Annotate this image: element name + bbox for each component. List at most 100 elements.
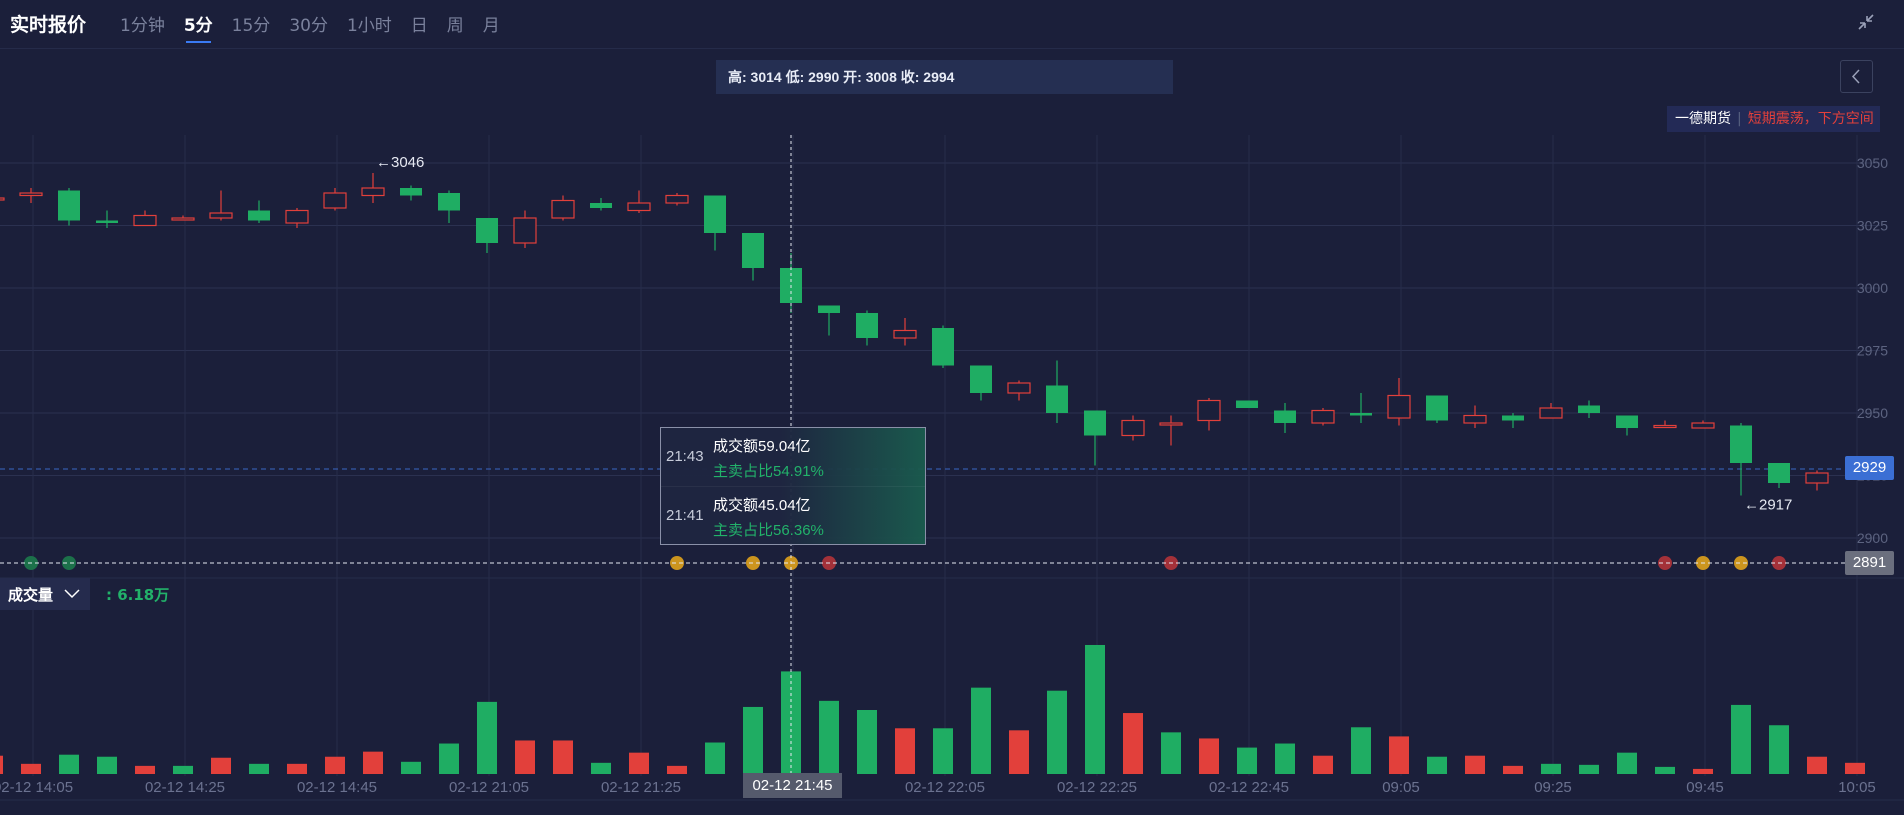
tooltip-amount: 成交额45.04亿 bbox=[713, 497, 811, 514]
tab-period[interactable]: 1小时 bbox=[346, 16, 392, 36]
candle-body bbox=[551, 199, 575, 219]
tab-period[interactable]: 日 bbox=[410, 16, 428, 36]
price-tick-label: 2900 bbox=[1857, 530, 1888, 546]
volume-indicator-select[interactable]: 成交量 bbox=[0, 578, 90, 610]
ticker-text: 短期震荡，下方空间 bbox=[1747, 111, 1874, 127]
candle-body bbox=[704, 195, 726, 233]
candle-body bbox=[96, 220, 118, 223]
candle-body bbox=[1311, 409, 1335, 424]
volume-bar bbox=[705, 742, 725, 774]
tab-period[interactable]: 月 bbox=[482, 16, 500, 36]
candle-body bbox=[400, 188, 422, 196]
time-tick-label: 02-12 22:25 bbox=[1057, 779, 1137, 796]
fullscreen-exit-icon[interactable] bbox=[1856, 12, 1876, 32]
current-price-badge: 2929 bbox=[1845, 456, 1894, 480]
candle-body bbox=[1197, 399, 1221, 422]
candle-body bbox=[856, 313, 878, 338]
volume-bar bbox=[1541, 763, 1561, 774]
trade-tooltip: 21:43 成交额59.04亿 主卖占比54.91% 21:41 成交额45.0… bbox=[660, 427, 926, 545]
volume-bar bbox=[1351, 727, 1371, 774]
tab-period[interactable]: 15分 bbox=[231, 16, 271, 36]
volume-bar bbox=[553, 740, 573, 774]
chevron-left-icon bbox=[1851, 69, 1860, 84]
candle-body bbox=[665, 194, 689, 204]
candle-body bbox=[1426, 395, 1448, 421]
price-annotation: ←2917 bbox=[1744, 497, 1792, 514]
volume-bar bbox=[59, 754, 79, 774]
volume-bar bbox=[819, 700, 839, 774]
collapse-panel-button[interactable] bbox=[1840, 60, 1873, 93]
price-annotation: ←3046 bbox=[376, 154, 424, 171]
candle-body bbox=[1007, 382, 1031, 394]
volume-bar bbox=[325, 756, 345, 774]
candle-body bbox=[1274, 410, 1296, 423]
volume-bar bbox=[667, 765, 687, 774]
volume-bar bbox=[477, 701, 497, 774]
volume-bar bbox=[857, 710, 877, 774]
tab-period[interactable]: 1分钟 bbox=[120, 16, 165, 36]
volume-bar bbox=[591, 762, 611, 774]
volume-bar bbox=[401, 761, 421, 774]
tab-period[interactable]: 30分 bbox=[289, 16, 328, 36]
candle-body bbox=[1539, 407, 1563, 419]
volume-bar bbox=[1047, 690, 1067, 774]
event-marker-icon bbox=[1734, 556, 1748, 570]
candle-body bbox=[970, 365, 992, 393]
tab-period[interactable]: 周 bbox=[446, 16, 464, 36]
volume-bar bbox=[1655, 766, 1675, 774]
volume-bar bbox=[97, 756, 117, 774]
volume-value: : 6.18万 bbox=[106, 586, 170, 604]
candle-body bbox=[323, 192, 347, 209]
candle-body bbox=[1502, 415, 1524, 421]
volume-bar bbox=[1693, 768, 1713, 774]
volume-bar bbox=[363, 751, 383, 774]
time-tick-label: 02-12 14:45 bbox=[297, 779, 377, 796]
volume-bar bbox=[1579, 764, 1599, 774]
candle-body bbox=[361, 187, 385, 197]
time-tick-label: 10:05 bbox=[1838, 779, 1876, 796]
candle-body bbox=[1805, 472, 1829, 484]
candle-body bbox=[285, 209, 309, 224]
volume-bar bbox=[0, 755, 3, 774]
tooltip-row: 21:41 成交额45.04亿 主卖占比56.36% bbox=[661, 486, 925, 545]
tooltip-amount: 成交额59.04亿 bbox=[713, 438, 811, 455]
candle-body bbox=[1730, 425, 1752, 463]
volume-bar bbox=[1427, 756, 1447, 774]
volume-bar bbox=[971, 687, 991, 774]
volume-bar bbox=[211, 757, 231, 774]
candle-body bbox=[1768, 463, 1790, 483]
volume-bar bbox=[515, 740, 535, 774]
volume-bar bbox=[895, 728, 915, 774]
candle-body bbox=[248, 210, 270, 221]
candle-body bbox=[932, 328, 954, 366]
tooltip-time: 21:41 bbox=[666, 507, 704, 524]
time-tick-label: 02-12 14:25 bbox=[145, 779, 225, 796]
candle-body bbox=[1578, 405, 1600, 413]
news-ticker[interactable]: 一德期货 | 短期震荡，下方空间 bbox=[1667, 106, 1880, 132]
candle-body bbox=[742, 233, 764, 268]
crosshair-price-badge: 2891 bbox=[1845, 551, 1894, 575]
volume-bar bbox=[1389, 736, 1409, 774]
candle-body bbox=[1159, 422, 1183, 426]
candle-body bbox=[1350, 413, 1372, 416]
candle-body bbox=[1653, 424, 1677, 429]
candle-body bbox=[627, 202, 651, 212]
volume-bar bbox=[1199, 738, 1219, 774]
tooltip-row: 21:43 成交额59.04亿 主卖占比54.91% bbox=[661, 428, 925, 486]
volume-bar bbox=[1275, 743, 1295, 774]
ticker-separator: | bbox=[1737, 111, 1742, 127]
time-tick-label: 02-12 21:25 bbox=[601, 779, 681, 796]
candle-body bbox=[133, 214, 157, 227]
candle-body bbox=[438, 193, 460, 211]
candle-body bbox=[1387, 394, 1411, 419]
time-tick-label: 02-12 22:05 bbox=[905, 779, 985, 796]
chevron-down-icon bbox=[64, 589, 80, 599]
volume-bar bbox=[1769, 725, 1789, 774]
candle-body bbox=[1046, 385, 1068, 413]
volume-bar bbox=[439, 743, 459, 774]
price-tick-label: 2975 bbox=[1857, 343, 1888, 359]
tab-period[interactable]: 5分 bbox=[184, 11, 213, 43]
candle-body bbox=[1084, 410, 1106, 436]
volume-bar bbox=[1123, 713, 1143, 774]
